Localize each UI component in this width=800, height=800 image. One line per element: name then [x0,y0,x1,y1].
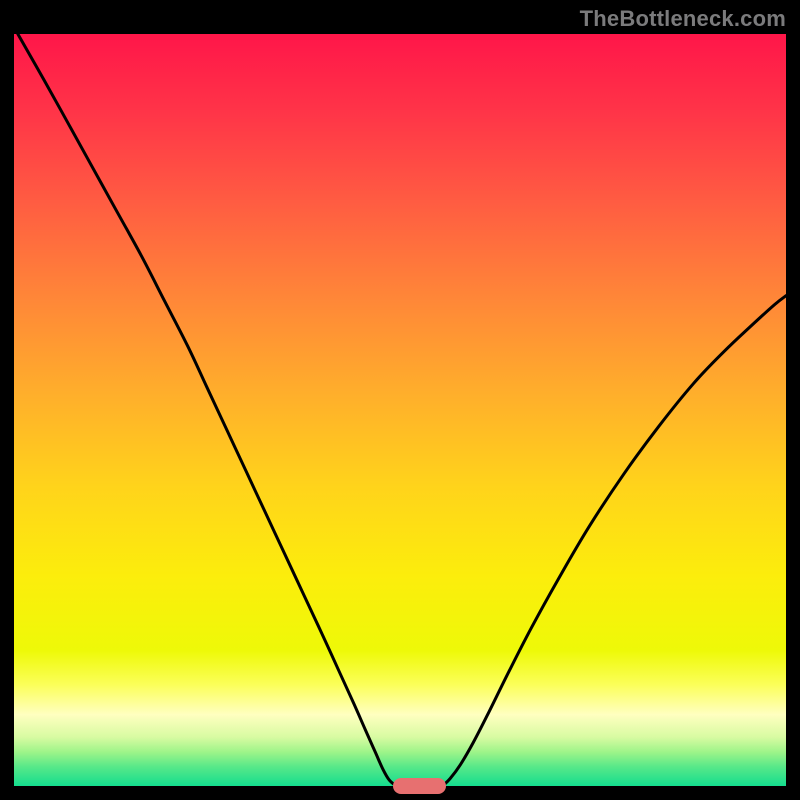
plot-area [14,34,786,786]
curves-layer [14,34,786,786]
watermark-text: TheBottleneck.com [580,6,786,32]
chart-container: TheBottleneck.com [0,0,800,800]
right-curve [442,296,786,786]
left-curve [18,34,396,786]
bottleneck-marker [393,778,445,795]
